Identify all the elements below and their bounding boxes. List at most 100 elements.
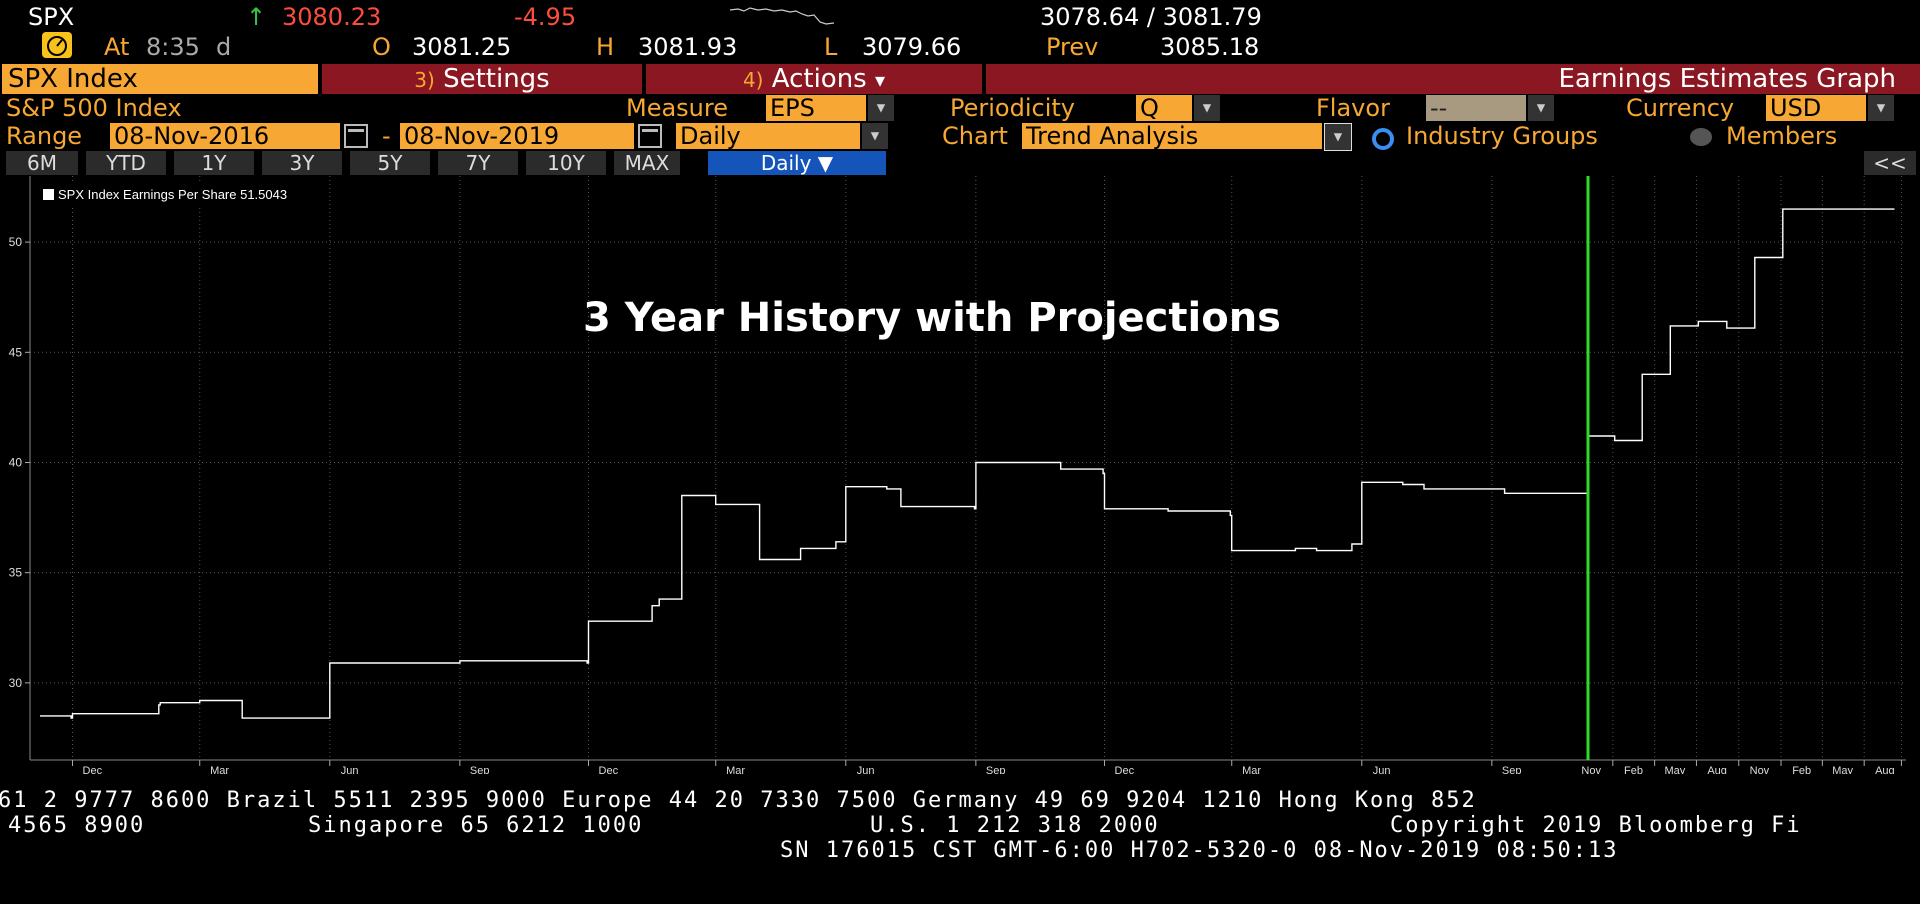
periodicity-select[interactable]: Q [1136,95,1192,121]
x-tick-label: May [1832,765,1853,774]
eps-chart: 30 35 40 45 50 Dec Mar Jun Sep Dec Mar Jun Sep Dec Ma… [9,176,1906,774]
high-label: H [596,33,615,61]
legend-label: SPX Index Earnings Per Share 51.5043 [58,187,287,202]
y-tick-label: 50 [9,235,23,249]
daily-button-label: Daily [760,151,812,175]
x-tick-label: Feb [1792,765,1811,774]
net-change: -4.95 [514,3,577,31]
measure-label: Measure [626,94,728,122]
period-7y-button[interactable]: 7Y [438,151,518,175]
x-tick-label: May [1664,765,1685,774]
x-tick-label: Mar [726,765,745,774]
open-value: 3081.25 [412,33,512,61]
frequency-select[interactable]: Daily [676,123,860,149]
daily-button[interactable]: Daily ▼ [708,151,886,175]
flavor-select[interactable]: -- [1426,95,1526,121]
chart-type-dropdown-icon[interactable]: ▼ [1324,123,1352,151]
x-tick-label: Sep [470,765,490,774]
chart-label: Chart [942,122,1008,150]
x-tick-label: Dec [83,765,103,774]
x-tick-label: Aug [1707,765,1727,774]
time-suffix: d [216,33,232,61]
radio-industry-groups[interactable] [1372,128,1394,150]
footer-contacts-2a: 4565 8900 [8,813,146,838]
y-tick-label: 45 [9,345,23,359]
ticker-symbol: SPX [28,3,75,31]
open-label: O [372,33,391,61]
x-tick-label: Dec [599,765,619,774]
page-title: Earnings Estimates Graph [986,64,1920,94]
period-10y-button[interactable]: 10Y [526,151,606,175]
x-tick-label: Mar [1242,765,1261,774]
up-arrow-icon: ↑ [246,3,267,31]
y-tick-label: 35 [9,566,23,580]
eps-history-line [40,461,1589,719]
periodicity-dropdown-icon[interactable]: ▼ [1194,95,1220,121]
low-label: L [824,33,838,61]
quote-time: 8:35 [146,33,200,61]
footer-contacts: 61 2 9777 8600 Brazil 5511 2395 9000 Eur… [0,788,1477,813]
series [40,208,1895,719]
high-value: 3081.93 [638,33,738,61]
x-tick-label: Jun [341,765,359,774]
chevron-down-icon: ▾ [875,68,886,92]
flavor-dropdown-icon[interactable]: ▼ [1528,95,1554,121]
prev-value: 3085.18 [1160,33,1260,61]
range-dash: - [382,122,391,150]
speedometer-icon[interactable] [42,32,72,58]
bid-ask: 3078.64 / 3081.79 [1040,3,1262,31]
at-label: At [104,33,130,61]
index-name: S&P 500 Index [6,94,182,122]
sparkline-icon [730,7,834,25]
currency-label: Currency [1626,94,1735,122]
footer-session: SN 176015 CST GMT-6:00 H702-5320-0 08-No… [780,838,1619,863]
period-1y-button[interactable]: 1Y [174,151,254,175]
footer-copyright: Copyright 2019 Bloomberg Fi [1390,813,1802,838]
y-tick-label: 30 [9,676,23,690]
radio-members[interactable] [1690,128,1712,146]
footer-us: U.S. 1 212 318 2000 [870,813,1160,838]
collapse-button[interactable]: << [1864,151,1916,175]
legend-box [38,184,294,206]
legend-swatch [43,189,54,200]
currency-select[interactable]: USD [1766,95,1866,121]
x-tick-label: Feb [1624,765,1643,774]
measure-select[interactable]: EPS [766,95,866,121]
x-tick-label: Jun [857,765,875,774]
period-5y-button[interactable]: 5Y [350,151,430,175]
x-tick-label: Jun [1373,765,1391,774]
x-tick-label: Sep [986,765,1006,774]
actions-number: 4) [742,68,764,92]
range-start-input[interactable]: 08-Nov-2016 [110,123,340,149]
prev-label: Prev [1046,33,1099,61]
period-ytd-button[interactable]: YTD [86,151,166,175]
chart-type-select[interactable]: Trend Analysis [1022,123,1322,149]
range-end-input[interactable]: 08-Nov-2019 [400,123,634,149]
period-max-button[interactable]: MAX [614,151,680,175]
range-label: Range [6,122,83,150]
calendar-icon[interactable] [638,124,662,148]
settings-menu[interactable]: 3) Settings [322,64,642,94]
grid [30,176,1906,760]
x-tick-label: Mar [210,765,229,774]
x-tick-label: Nov [1581,765,1601,774]
calendar-icon[interactable] [344,124,368,148]
x-tick-label: Dec [1115,765,1135,774]
last-price: 3080.23 [282,3,382,31]
x-axis: Dec Mar Jun Sep Dec Mar Jun Sep Dec Mar Jun Sep Nov F… [30,759,1906,774]
actions-menu[interactable]: 4) Actions ▾ [646,64,982,94]
settings-label: Settings [443,64,550,94]
period-3y-button[interactable]: 3Y [262,151,342,175]
frequency-dropdown-icon[interactable]: ▼ [862,123,888,149]
period-6m-button[interactable]: 6M [6,151,78,175]
y-tick-label: 40 [9,455,23,469]
footer-singapore: Singapore 65 6212 1000 [308,813,644,838]
measure-dropdown-icon[interactable]: ▼ [868,95,894,121]
settings-number: 3) [414,68,435,92]
radio-industry-label: Industry Groups [1406,122,1598,150]
radio-members-label: Members [1726,122,1838,150]
low-value: 3079.66 [862,33,962,61]
currency-dropdown-icon[interactable]: ▼ [1868,95,1894,121]
chart-title: 3 Year History with Projections [583,295,1281,341]
security-index-tab[interactable]: SPX Index [2,64,318,94]
